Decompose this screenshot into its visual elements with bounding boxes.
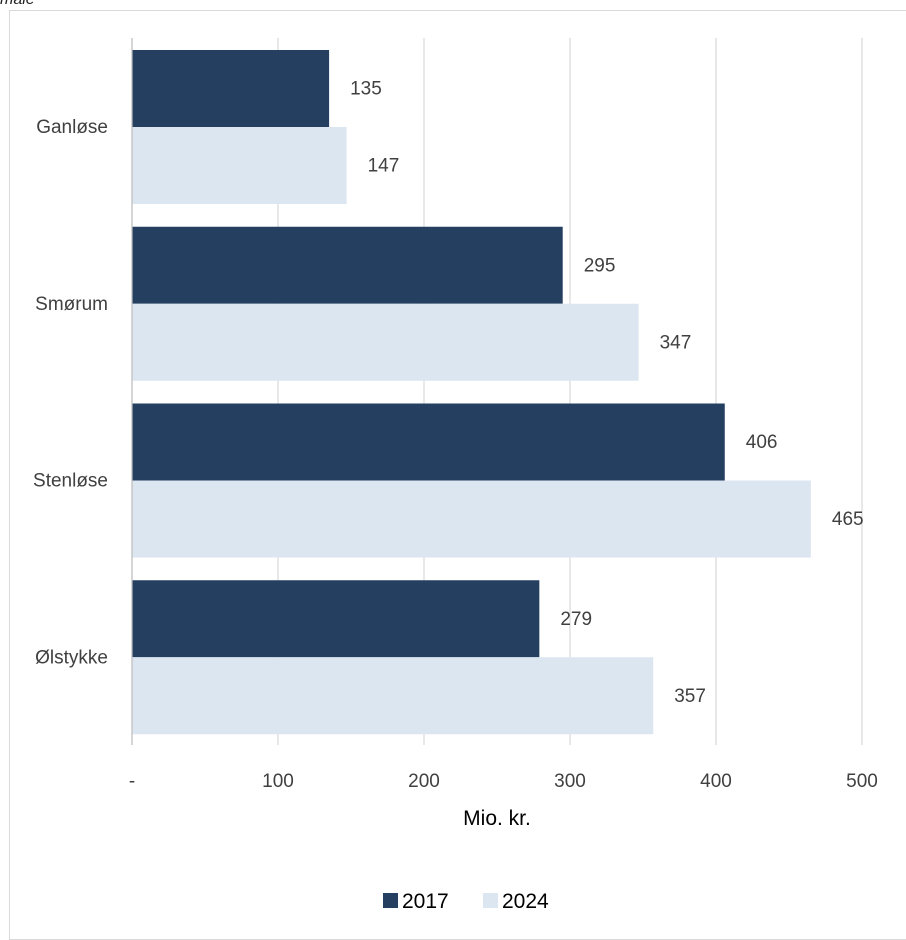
data-label-2024-ølstykke: 357 xyxy=(674,686,706,707)
legend-swatch-2017 xyxy=(383,893,398,908)
x-tick-label-5: 500 xyxy=(846,771,878,792)
bar-2017-smørum xyxy=(132,226,563,304)
x-tick-label-1: 100 xyxy=(262,771,294,792)
data-label-2024-ganløse: 147 xyxy=(368,156,400,177)
category-label-1: Smørum xyxy=(35,294,108,315)
x-tick-label-2: 200 xyxy=(408,771,440,792)
bar-2024-stenløse xyxy=(132,480,811,558)
bar-2017-ganløse xyxy=(132,50,330,127)
bar-2024-ganløse xyxy=(132,127,347,204)
data-label-2024-smørum: 347 xyxy=(660,332,692,353)
data-label-2017-ølstykke: 279 xyxy=(560,609,592,630)
legend-label-2017: 2017 xyxy=(402,890,449,913)
x-tick-label-4: 400 xyxy=(700,771,732,792)
category-label-2: Stenløse xyxy=(33,471,108,492)
category-label-0: Ganløse xyxy=(36,117,108,138)
x-axis-title: Mio. kr. xyxy=(463,807,531,830)
x-tick-label-0: - xyxy=(129,771,135,792)
legend-swatch-2024 xyxy=(483,893,498,908)
data-label-2017-smørum: 295 xyxy=(584,255,616,276)
bar-2024-smørum xyxy=(132,303,639,381)
bar-2024-ølstykke xyxy=(132,657,654,735)
bar-2017-ølstykke xyxy=(132,580,540,658)
top-caption: måle xyxy=(0,0,35,9)
bar-2017-stenløse xyxy=(132,403,725,481)
data-label-2017-ganløse: 135 xyxy=(350,79,382,100)
x-tick-label-3: 300 xyxy=(554,771,586,792)
data-label-2017-stenløse: 406 xyxy=(746,432,778,453)
legend-label-2024: 2024 xyxy=(502,890,549,913)
category-label-3: Ølstykke xyxy=(35,647,108,668)
data-label-2024-stenløse: 465 xyxy=(832,509,864,530)
